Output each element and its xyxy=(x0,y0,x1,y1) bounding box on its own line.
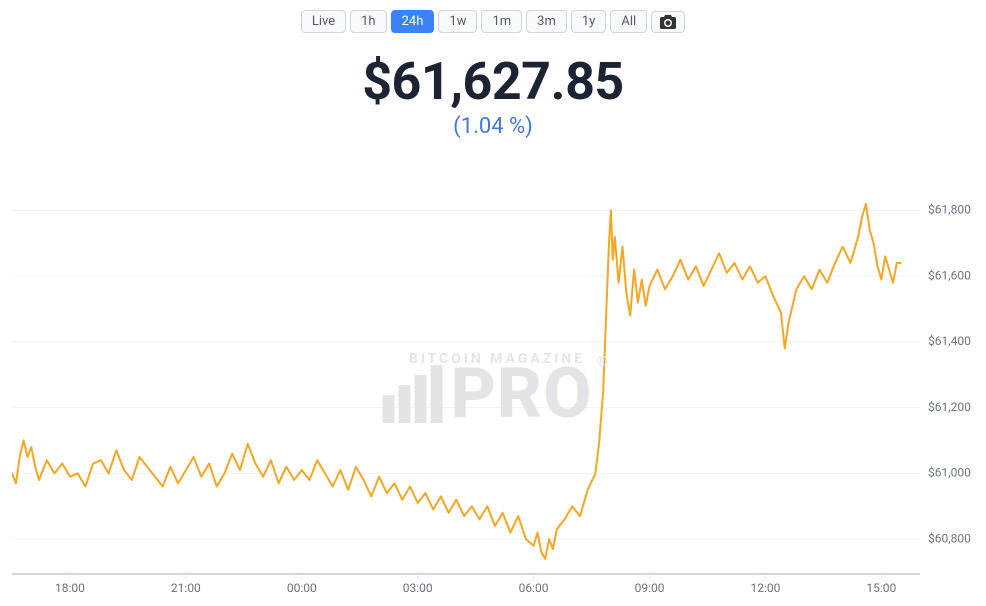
price-header: $61,627.85 (1.04 %) xyxy=(0,51,986,139)
price-value: $61,627.85 xyxy=(0,51,986,112)
xtick-label: 03:00 xyxy=(403,581,433,595)
xtick-label: 00:00 xyxy=(287,581,317,595)
timeframe-live[interactable]: Live xyxy=(301,10,346,33)
ytick-label: $60,800 xyxy=(928,531,971,545)
xtick-label: 06:00 xyxy=(519,581,549,595)
xtick-label: 09:00 xyxy=(635,581,665,595)
price-chart: BITCOIN MAGAZINE PRO ® $60,800$61,000$61… xyxy=(12,190,982,598)
ytick-label: $61,600 xyxy=(928,268,971,282)
timeframe-1w[interactable]: 1w xyxy=(438,10,477,33)
chart-svg: $60,800 $61,000 $61,200 $61,400 $61,600 $61,8… xyxy=(12,190,982,598)
xtick-label: 15:00 xyxy=(866,581,896,595)
timeframe-24h[interactable]: 24h xyxy=(391,10,435,33)
xtick-label: 18:00 xyxy=(55,581,85,595)
timeframe-bar: Live1h24h1w1m3m1yAll xyxy=(0,0,986,33)
timeframe-3m[interactable]: 3m xyxy=(526,10,567,33)
timeframe-1m[interactable]: 1m xyxy=(481,10,522,33)
xtick-label: 21:00 xyxy=(171,581,201,595)
price-line xyxy=(12,204,901,559)
timeframe-1h[interactable]: 1h xyxy=(350,10,386,33)
screenshot-button[interactable] xyxy=(651,11,685,33)
ytick-label: $61,000 xyxy=(928,466,971,480)
ytick-label: $61,800 xyxy=(928,203,971,217)
ytick-label: $61,200 xyxy=(928,400,971,414)
ytick-label: $61,400 xyxy=(928,334,971,348)
xtick-label: 12:00 xyxy=(751,581,781,595)
camera-icon xyxy=(660,15,676,29)
timeframe-1y[interactable]: 1y xyxy=(571,10,606,33)
price-change: (1.04 %) xyxy=(0,114,986,139)
timeframe-all[interactable]: All xyxy=(610,10,647,33)
